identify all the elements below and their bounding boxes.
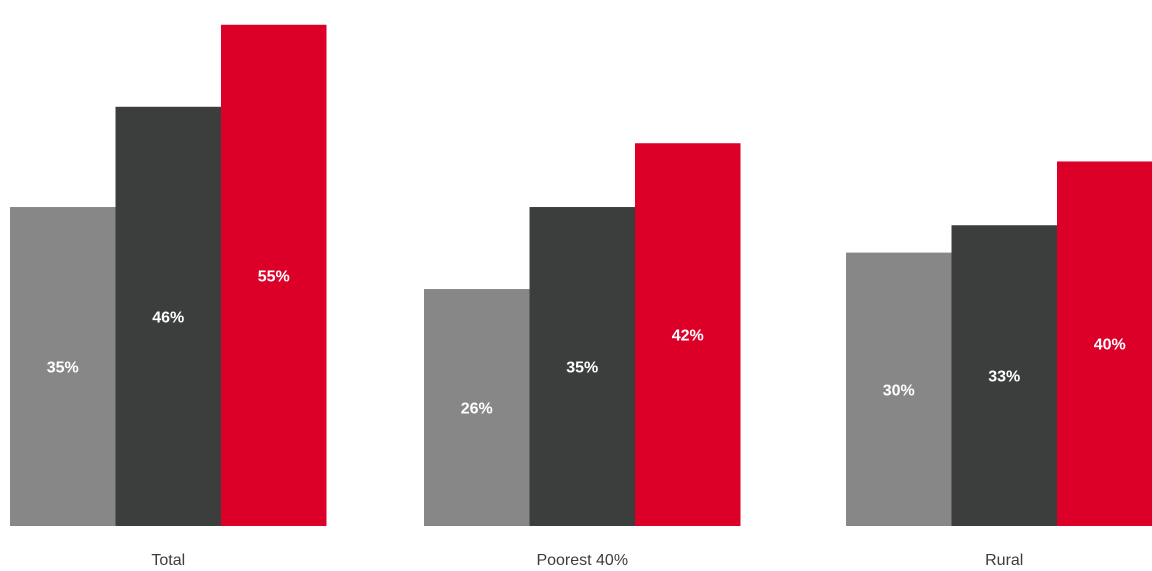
bar-value-label: 40%	[1094, 337, 1126, 354]
bar	[424, 289, 530, 526]
bars-layer	[10, 24, 1152, 527]
bar	[846, 252, 952, 526]
bar	[951, 225, 1057, 527]
bar-value-label: 33%	[988, 369, 1020, 386]
bar-value-label: 55%	[258, 268, 290, 285]
bar	[115, 106, 221, 526]
bar	[529, 207, 635, 526]
bar-value-label: 35%	[47, 360, 79, 377]
bar-value-label: 42%	[672, 328, 704, 345]
bar	[1057, 161, 1152, 526]
bar	[635, 143, 741, 526]
bar-value-label: 46%	[152, 309, 184, 326]
bar-value-labels: 35% 46% 55% 26% 35% 42% 30% 33% 40%	[47, 268, 1126, 417]
category-label: Poorest 40%	[536, 552, 628, 569]
category-axis-labels: Total Poorest 40% Rural	[151, 552, 1023, 569]
category-label: Rural	[985, 552, 1023, 569]
bar	[221, 24, 327, 527]
category-label: Total	[151, 552, 185, 569]
bar	[10, 207, 116, 526]
bar-value-label: 26%	[461, 401, 493, 418]
bar-value-label: 35%	[566, 360, 598, 377]
bar-value-label: 30%	[883, 382, 915, 399]
